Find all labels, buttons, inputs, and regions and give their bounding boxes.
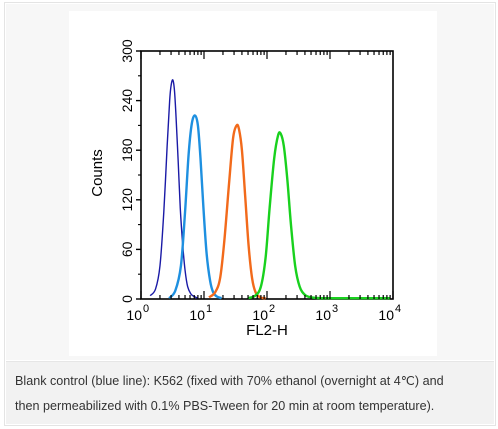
x-tick-label-exponent: 0 bbox=[143, 303, 149, 315]
x-tick-label-exponent: 1 bbox=[206, 303, 212, 315]
x-tick-label-base: 10 bbox=[315, 307, 331, 323]
series-4-line bbox=[247, 131, 391, 300]
x-axis-ticks bbox=[140, 51, 394, 299]
x-tick-label: 10 1 bbox=[189, 303, 212, 323]
x-axis-title: FL2-H bbox=[246, 322, 288, 339]
caption-line-2: then permeabilized with 0.1% PBS-Tween f… bbox=[15, 399, 435, 413]
x-tick-label: 10 2 bbox=[252, 303, 275, 323]
y-tick-label: 240 bbox=[119, 89, 135, 113]
series-layer bbox=[149, 79, 391, 300]
figure-caption: Blank control (blue line): K562 (fixed w… bbox=[6, 361, 494, 424]
y-tick-label: 60 bbox=[119, 241, 135, 257]
x-axis-tick-labels: 10 0 10 1 10 2 10 3 10 4 bbox=[126, 303, 401, 323]
x-tick-label: 10 4 bbox=[378, 303, 401, 323]
x-tick-label-base: 10 bbox=[378, 307, 394, 323]
y-tick-label: 0 bbox=[119, 295, 135, 303]
x-tick-label-exponent: 3 bbox=[332, 303, 338, 315]
figure-frame: 10 0 10 1 10 2 10 3 10 4 0 60 120 180 240 300 FL2-H Co… bbox=[4, 2, 496, 426]
histogram-panel: 10 0 10 1 10 2 10 3 10 4 0 60 120 180 240 300 FL2-H Co… bbox=[69, 11, 437, 356]
y-tick-label: 120 bbox=[119, 188, 135, 212]
y-tick-label: 180 bbox=[119, 138, 135, 162]
y-tick-label: 300 bbox=[119, 39, 135, 63]
y-axis-title: Counts bbox=[89, 149, 106, 197]
series-1-line bbox=[149, 79, 199, 299]
x-tick-label-base: 10 bbox=[252, 307, 268, 323]
x-tick-label: 10 0 bbox=[126, 303, 149, 323]
x-tick-label-base: 10 bbox=[126, 307, 142, 323]
figure-area: 10 0 10 1 10 2 10 3 10 4 0 60 120 180 240 300 FL2-H Co… bbox=[6, 4, 494, 360]
series-2-line bbox=[168, 114, 222, 300]
caption-line-1: Blank control (blue line): K562 (fixed w… bbox=[15, 374, 444, 388]
x-tick-label: 10 3 bbox=[315, 303, 338, 323]
x-tick-label-exponent: 2 bbox=[269, 303, 275, 315]
y-axis-tick-labels: 0 60 120 180 240 300 bbox=[119, 39, 135, 303]
x-tick-label-exponent: 4 bbox=[395, 303, 401, 315]
x-tick-label-base: 10 bbox=[189, 307, 205, 323]
y-axis-ticks bbox=[136, 50, 141, 300]
series-3-line bbox=[208, 123, 266, 300]
